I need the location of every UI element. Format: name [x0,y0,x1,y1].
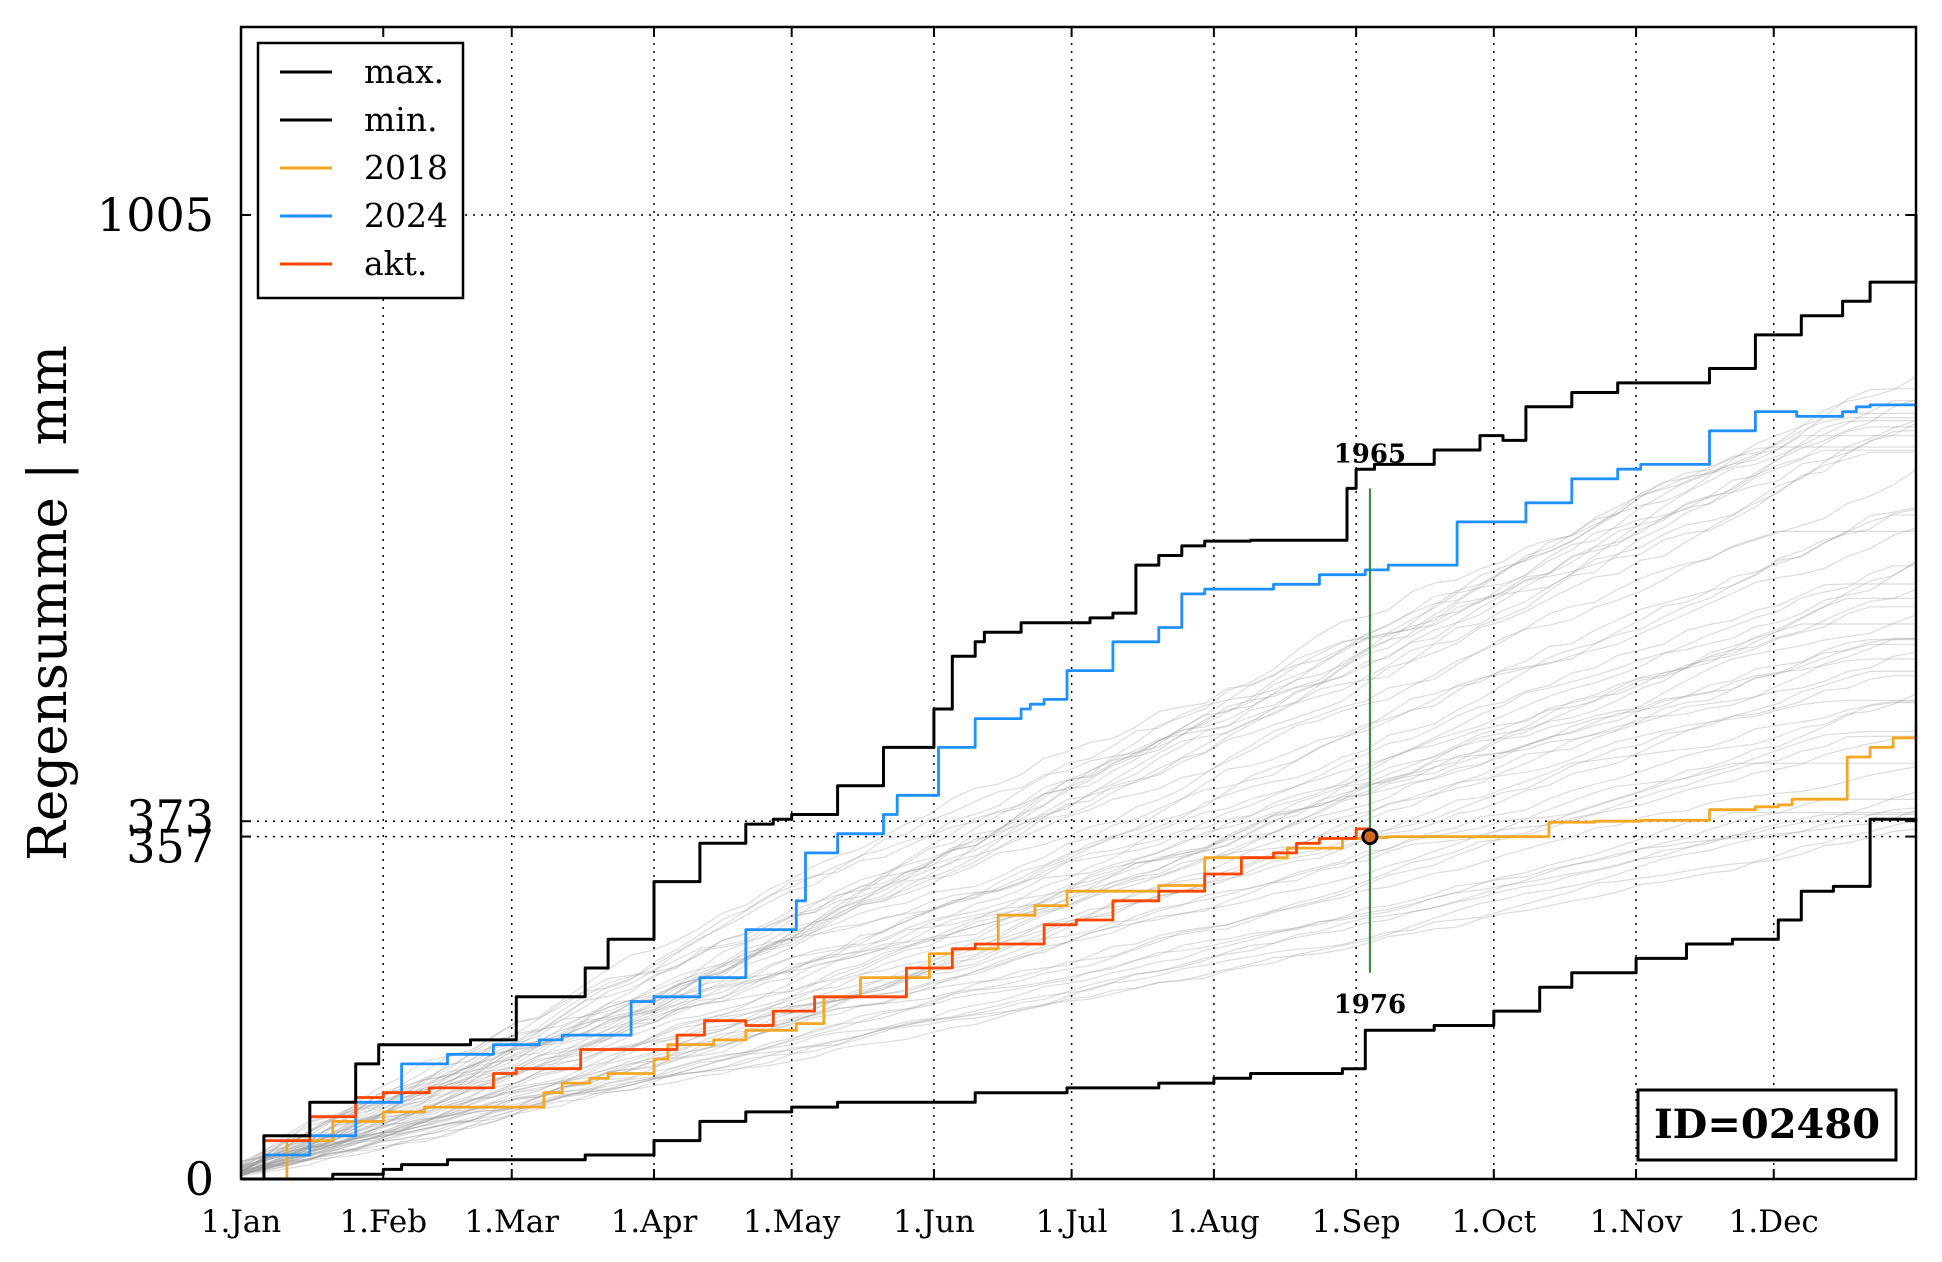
plot-frame [239,25,1918,1181]
historical-year-line [240,561,1917,1174]
historical-year-line [240,762,1916,1177]
x-tick-label: 1.Feb [339,1204,427,1240]
historical-year-line [240,701,1916,1171]
x-tick-label: 1.Apr [611,1204,698,1240]
x-tick-label: 1.Aug [1168,1204,1260,1240]
historical-year-line [240,597,1916,1177]
legend-label: akt. [364,244,427,283]
x-tick-label: 1.Jun [893,1204,975,1240]
x-tick-label: 1.Nov [1590,1204,1683,1240]
legend-box [256,41,465,300]
x-tick-label: 1.Oct [1451,1204,1536,1240]
historical-year-line [240,791,1917,1175]
y-tick-label: 1005 [97,188,214,242]
legend-label: min. [364,100,438,139]
historical-year-line [240,388,1916,1162]
historical-year-line [240,623,1916,1171]
historical-year-line [240,588,1917,1169]
historical-year-line [240,376,1917,1172]
historical-year-line [240,420,1916,1173]
historical-year-line [240,419,1917,1162]
series-lines [241,215,1918,1181]
series-line-2024 [241,403,1916,1181]
historical-year-line [240,638,1917,1174]
series-line-max [241,215,1918,1181]
series-line-akt [241,827,1372,1181]
historical-year-line [240,527,1917,1167]
x-axis-ticks: 1.Jan 1.Feb 1.Mar 1.Apr 1.May 1.Jun 1.Jul 1.Aug… [201,27,1819,1240]
historical-year-line [240,658,1916,1174]
historical-year-line [240,693,1917,1177]
x-tick-label: 1.Sep [1312,1204,1401,1240]
historical-year-line [240,809,1917,1177]
y-tick-label: 373 [126,790,214,844]
legend: max. min. 2018 2024 akt. [256,41,465,300]
historical-year-line [240,766,1917,1173]
historical-year-line [240,446,1916,1170]
legend-label: 2018 [364,148,448,187]
historical-year-line [240,735,1916,1175]
y-axis-label: Regensumme | mm [18,345,79,861]
historical-year-line [240,651,1917,1177]
historical-year-line [240,730,1916,1171]
historical-year-line [240,398,1917,1173]
grid-lines [241,27,1916,1179]
historical-year-line [240,565,1916,1176]
x-tick-label: 1.May [743,1204,841,1240]
historical-year-line [240,400,1916,1167]
historical-year-line [240,530,1916,1168]
historical-year-line [240,614,1917,1167]
historical-year-line [240,449,1916,1163]
historical-year-line [240,422,1917,1173]
historical-year-line [240,451,1916,1175]
x-tick-label: 1.Jan [201,1204,281,1240]
station-id-box: ID=02480 [1636,1088,1898,1162]
y-tick-label: 0 [185,1152,214,1206]
historical-year-line [240,811,1916,1173]
max-year-annotation: 1965 [1334,439,1406,469]
historical-year-line [240,429,1917,1170]
historical-year-line [240,507,1917,1173]
historical-year-line [240,828,1917,1174]
x-tick-label: 1.Jul [1036,1204,1108,1240]
current-value-marker [1361,828,1379,846]
station-id-label: ID=02480 [1654,1101,1880,1148]
historical-year-line [240,637,1916,1169]
historical-year-line [240,435,1916,1173]
x-tick-label: 1.Mar [464,1204,559,1240]
series-line-min [241,817,1918,1181]
historical-year-line [240,819,1917,1175]
historical-year-line [240,638,1916,1172]
x-tick-label: 1.Dec [1729,1204,1819,1240]
historical-year-line [240,700,1916,1173]
historical-year-line [240,735,1917,1175]
legend-label: max. [364,52,444,91]
historical-year-line [240,412,1916,1166]
series-line-2018 [241,723,1918,1181]
legend-label: 2024 [364,196,448,235]
historical-year-line [240,469,1917,1173]
y-tick-label: 357 [126,820,214,874]
min-year-annotation: 1976 [1334,990,1406,1020]
historical-year-line [240,514,1916,1172]
historical-year-line [240,417,1916,1165]
